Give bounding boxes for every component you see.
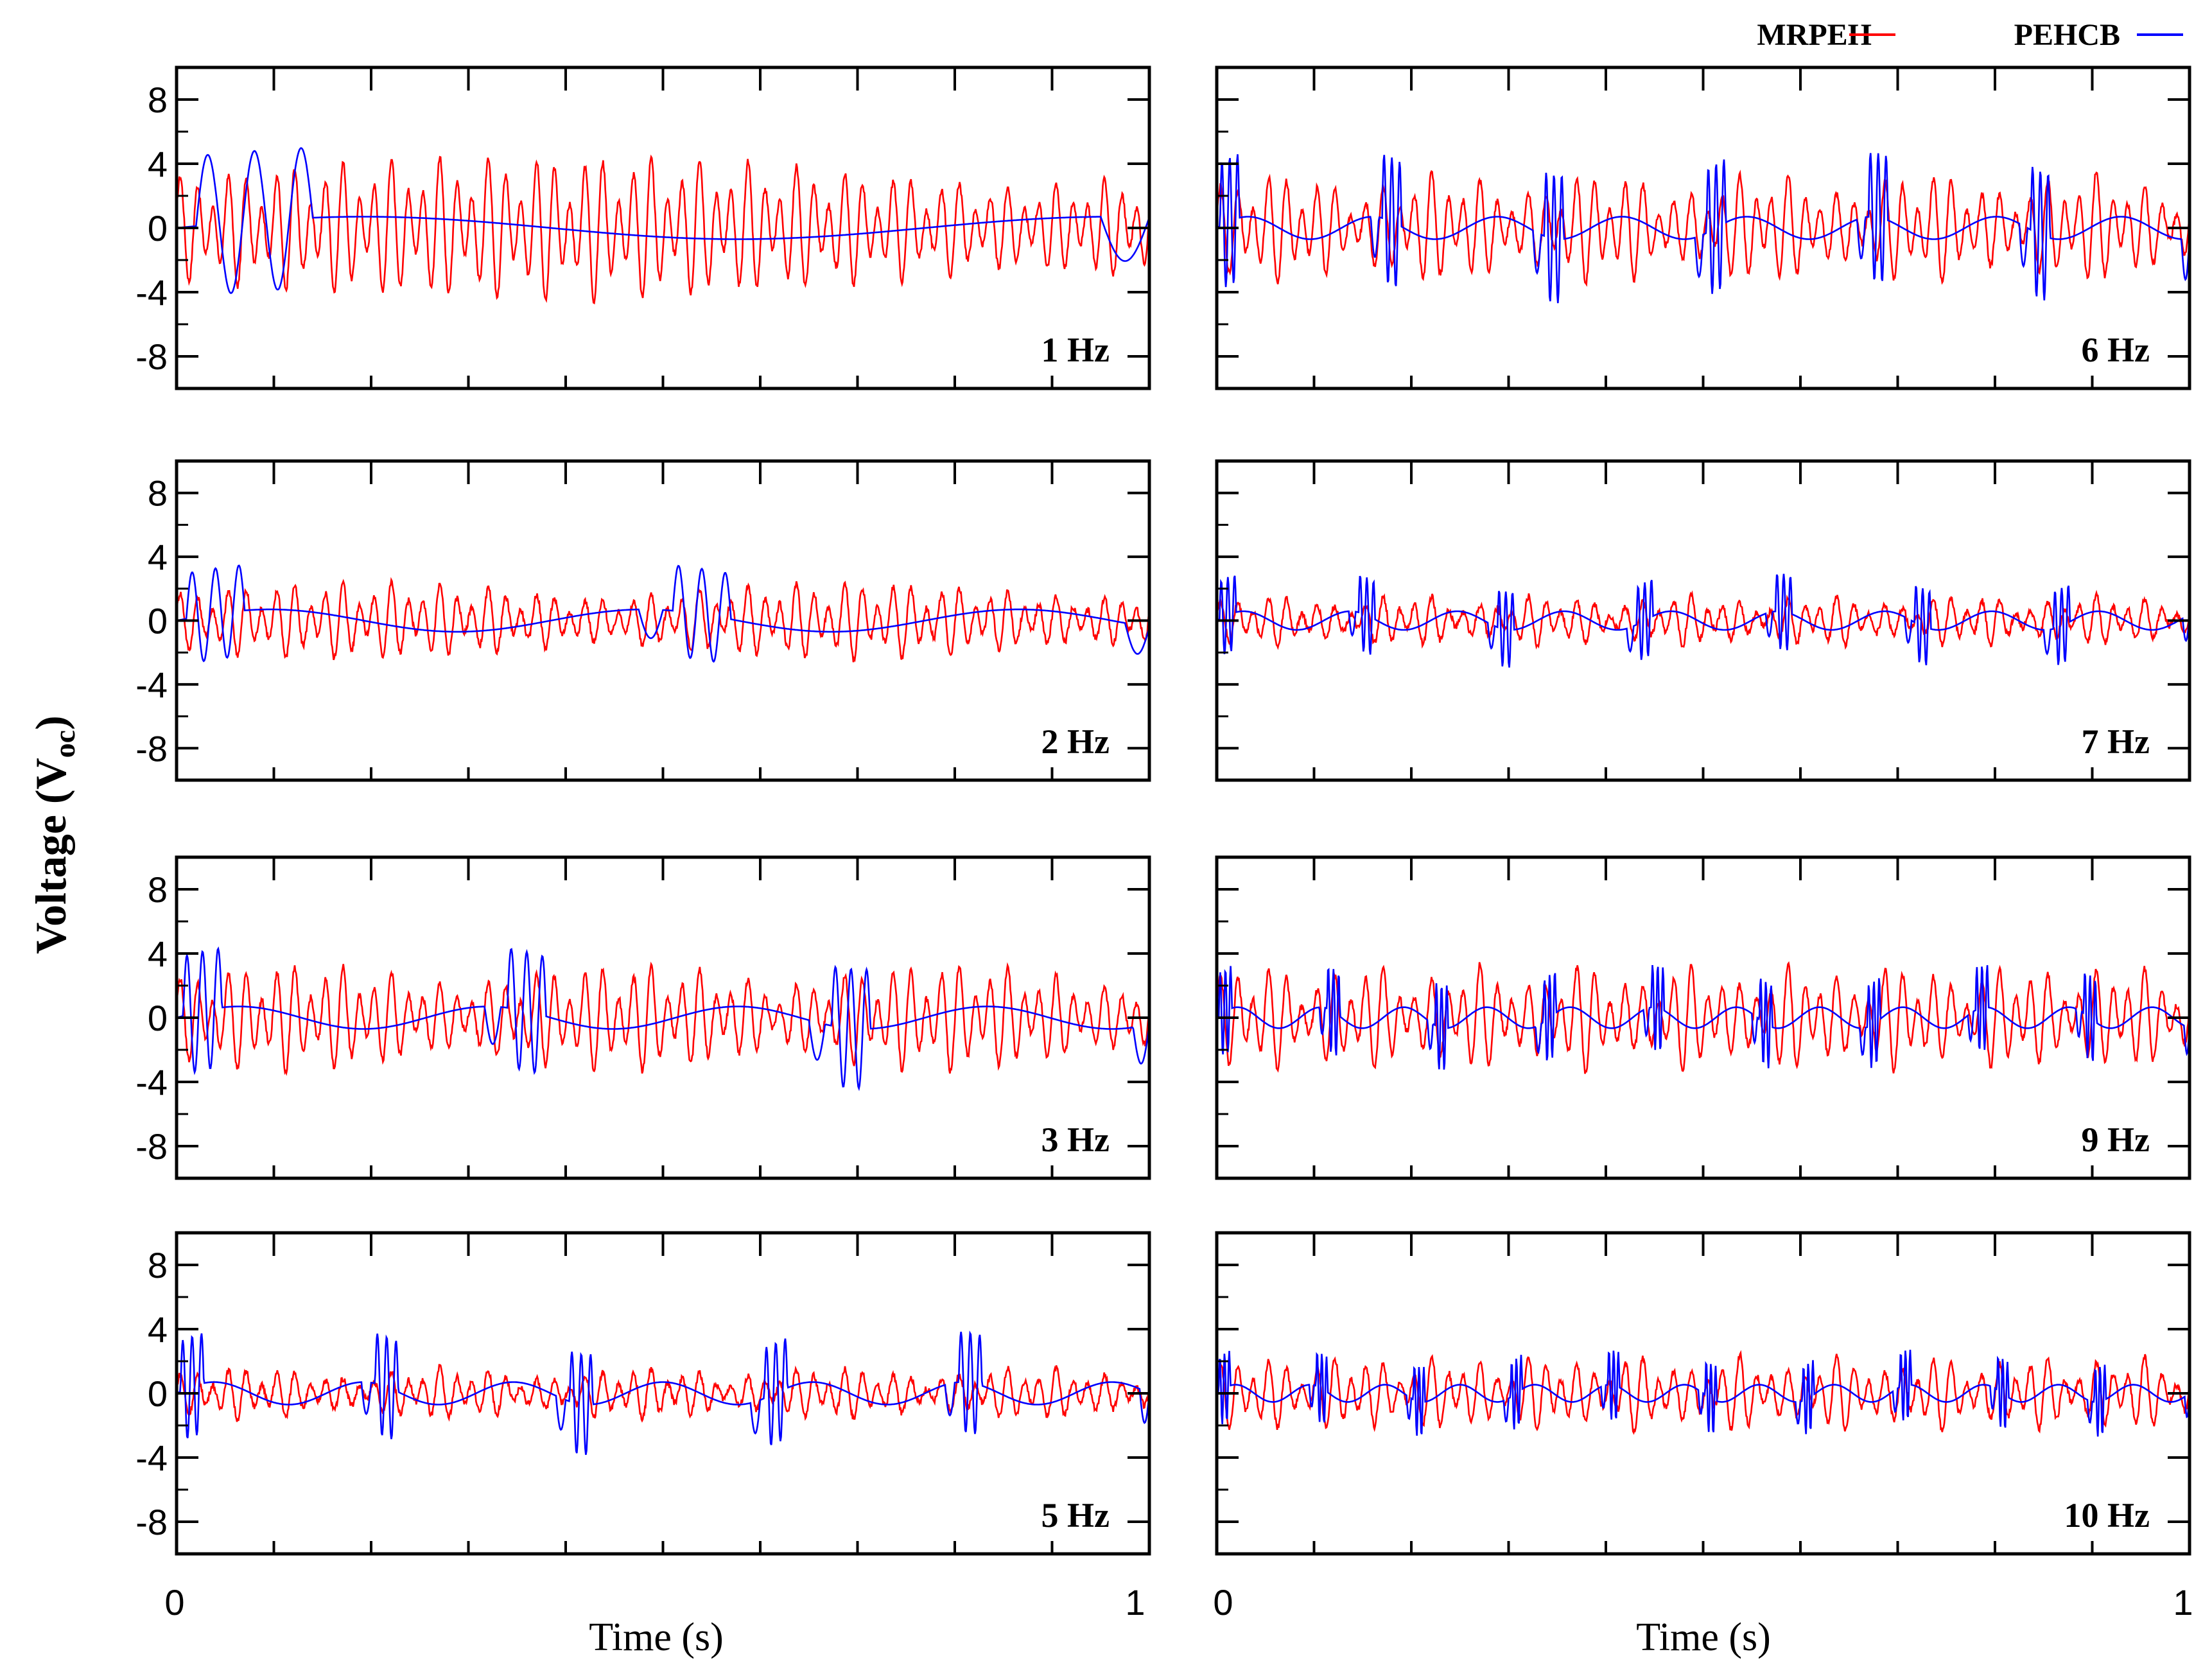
series-mrpeh-line <box>1217 589 2190 650</box>
series-pehcb-line <box>1217 573 2190 668</box>
y-tick-label: 8 <box>148 1245 168 1285</box>
panel-1hz: 8 4 0 -4 -8 1 Hz <box>135 65 1151 390</box>
x-axis-title-left: Time (s) <box>589 1615 724 1659</box>
series-mrpeh-line <box>177 961 1149 1076</box>
y-tick-label: -8 <box>135 336 168 377</box>
panel-5hz: 8 4 0 -4 -8 5 Hz <box>135 1231 1151 1556</box>
x-tick-left-start: 0 <box>164 1582 184 1623</box>
series-pehcb-line <box>177 564 1149 663</box>
y-tick-label: 0 <box>148 601 168 641</box>
y-axis-label-close: ) <box>26 715 75 730</box>
y-tick-label: -8 <box>135 1126 168 1167</box>
panel-frequency-label: 2 Hz <box>1041 722 1110 761</box>
y-tick-label: 8 <box>148 80 168 120</box>
panel-frequency-label: 10 Hz <box>2064 1496 2150 1535</box>
series-pehcb-line <box>1217 964 2190 1070</box>
panel-9hz: 9 Hz <box>1215 855 2191 1180</box>
series-mrpeh-line <box>177 577 1149 663</box>
y-tick-label: -4 <box>135 1438 168 1478</box>
y-axis-label-main: Voltage (V <box>26 758 75 954</box>
panel-frequency-label: 3 Hz <box>1041 1120 1110 1159</box>
y-tick-label: -4 <box>135 665 168 705</box>
y-tick-label: 0 <box>148 1373 168 1414</box>
panel-6hz: 6 Hz <box>1215 65 2191 390</box>
y-tick-label: 4 <box>148 1309 168 1350</box>
y-tick-label: 0 <box>148 998 168 1038</box>
y-tick-label: 0 <box>148 208 168 248</box>
x-axis-title-right: Time (s) <box>1636 1615 1771 1659</box>
panel-3hz: 8 4 0 -4 -8 3 Hz <box>135 855 1151 1180</box>
y-tick-label: 4 <box>148 934 168 974</box>
x-tick-left-end: 1 <box>1125 1582 1145 1623</box>
series-mrpeh-line <box>1217 961 2190 1074</box>
series-mrpeh-line <box>177 1364 1149 1423</box>
y-tick-label: 4 <box>148 537 168 577</box>
series-pehcb-line <box>1217 153 2190 304</box>
y-tick-label: -4 <box>135 272 168 313</box>
x-tick-right-end: 1 <box>2173 1582 2193 1623</box>
y-tick-label: 4 <box>148 144 168 184</box>
x-tick-right-start: 0 <box>1213 1582 1233 1623</box>
legend: MRPEH PEHCB <box>1757 18 2183 52</box>
y-tick-label: -8 <box>135 1502 168 1542</box>
y-axis-label: Voltage (Voc) <box>26 715 81 954</box>
panel-frequency-label: 7 Hz <box>2082 722 2150 761</box>
series-mrpeh-line <box>177 154 1149 305</box>
y-tick-label: 8 <box>148 869 168 910</box>
panel-frequency-label: 9 Hz <box>2082 1120 2150 1159</box>
legend-pehcb-label: PEHCB <box>2014 18 2120 52</box>
y-tick-label: -8 <box>135 728 168 769</box>
panel-7hz: 7 Hz <box>1215 459 2191 782</box>
series-pehcb-line <box>177 946 1149 1092</box>
series-pehcb-line <box>177 1330 1149 1455</box>
series-pehcb-line <box>177 147 1149 294</box>
panel-2hz: 8 4 0 -4 -8 2 Hz <box>135 459 1151 782</box>
y-tick-label: 8 <box>148 473 168 514</box>
panel-frequency-label: 1 Hz <box>1041 331 1110 369</box>
panel-frequency-label: 5 Hz <box>1041 1496 1110 1535</box>
series-pehcb-line <box>1217 1350 2190 1437</box>
panel-frequency-label: 6 Hz <box>2082 331 2150 369</box>
y-axis-label-subscript: oc <box>48 730 81 758</box>
y-tick-label: -4 <box>135 1062 168 1102</box>
panel-10hz: 10 Hz <box>1215 1231 2191 1556</box>
